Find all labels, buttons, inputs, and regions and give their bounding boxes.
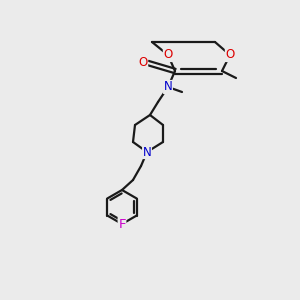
- Text: O: O: [164, 49, 172, 62]
- Text: O: O: [225, 49, 235, 62]
- Text: N: N: [164, 80, 172, 94]
- Text: F: F: [118, 218, 126, 230]
- Text: N: N: [142, 146, 152, 158]
- Text: O: O: [138, 56, 148, 70]
